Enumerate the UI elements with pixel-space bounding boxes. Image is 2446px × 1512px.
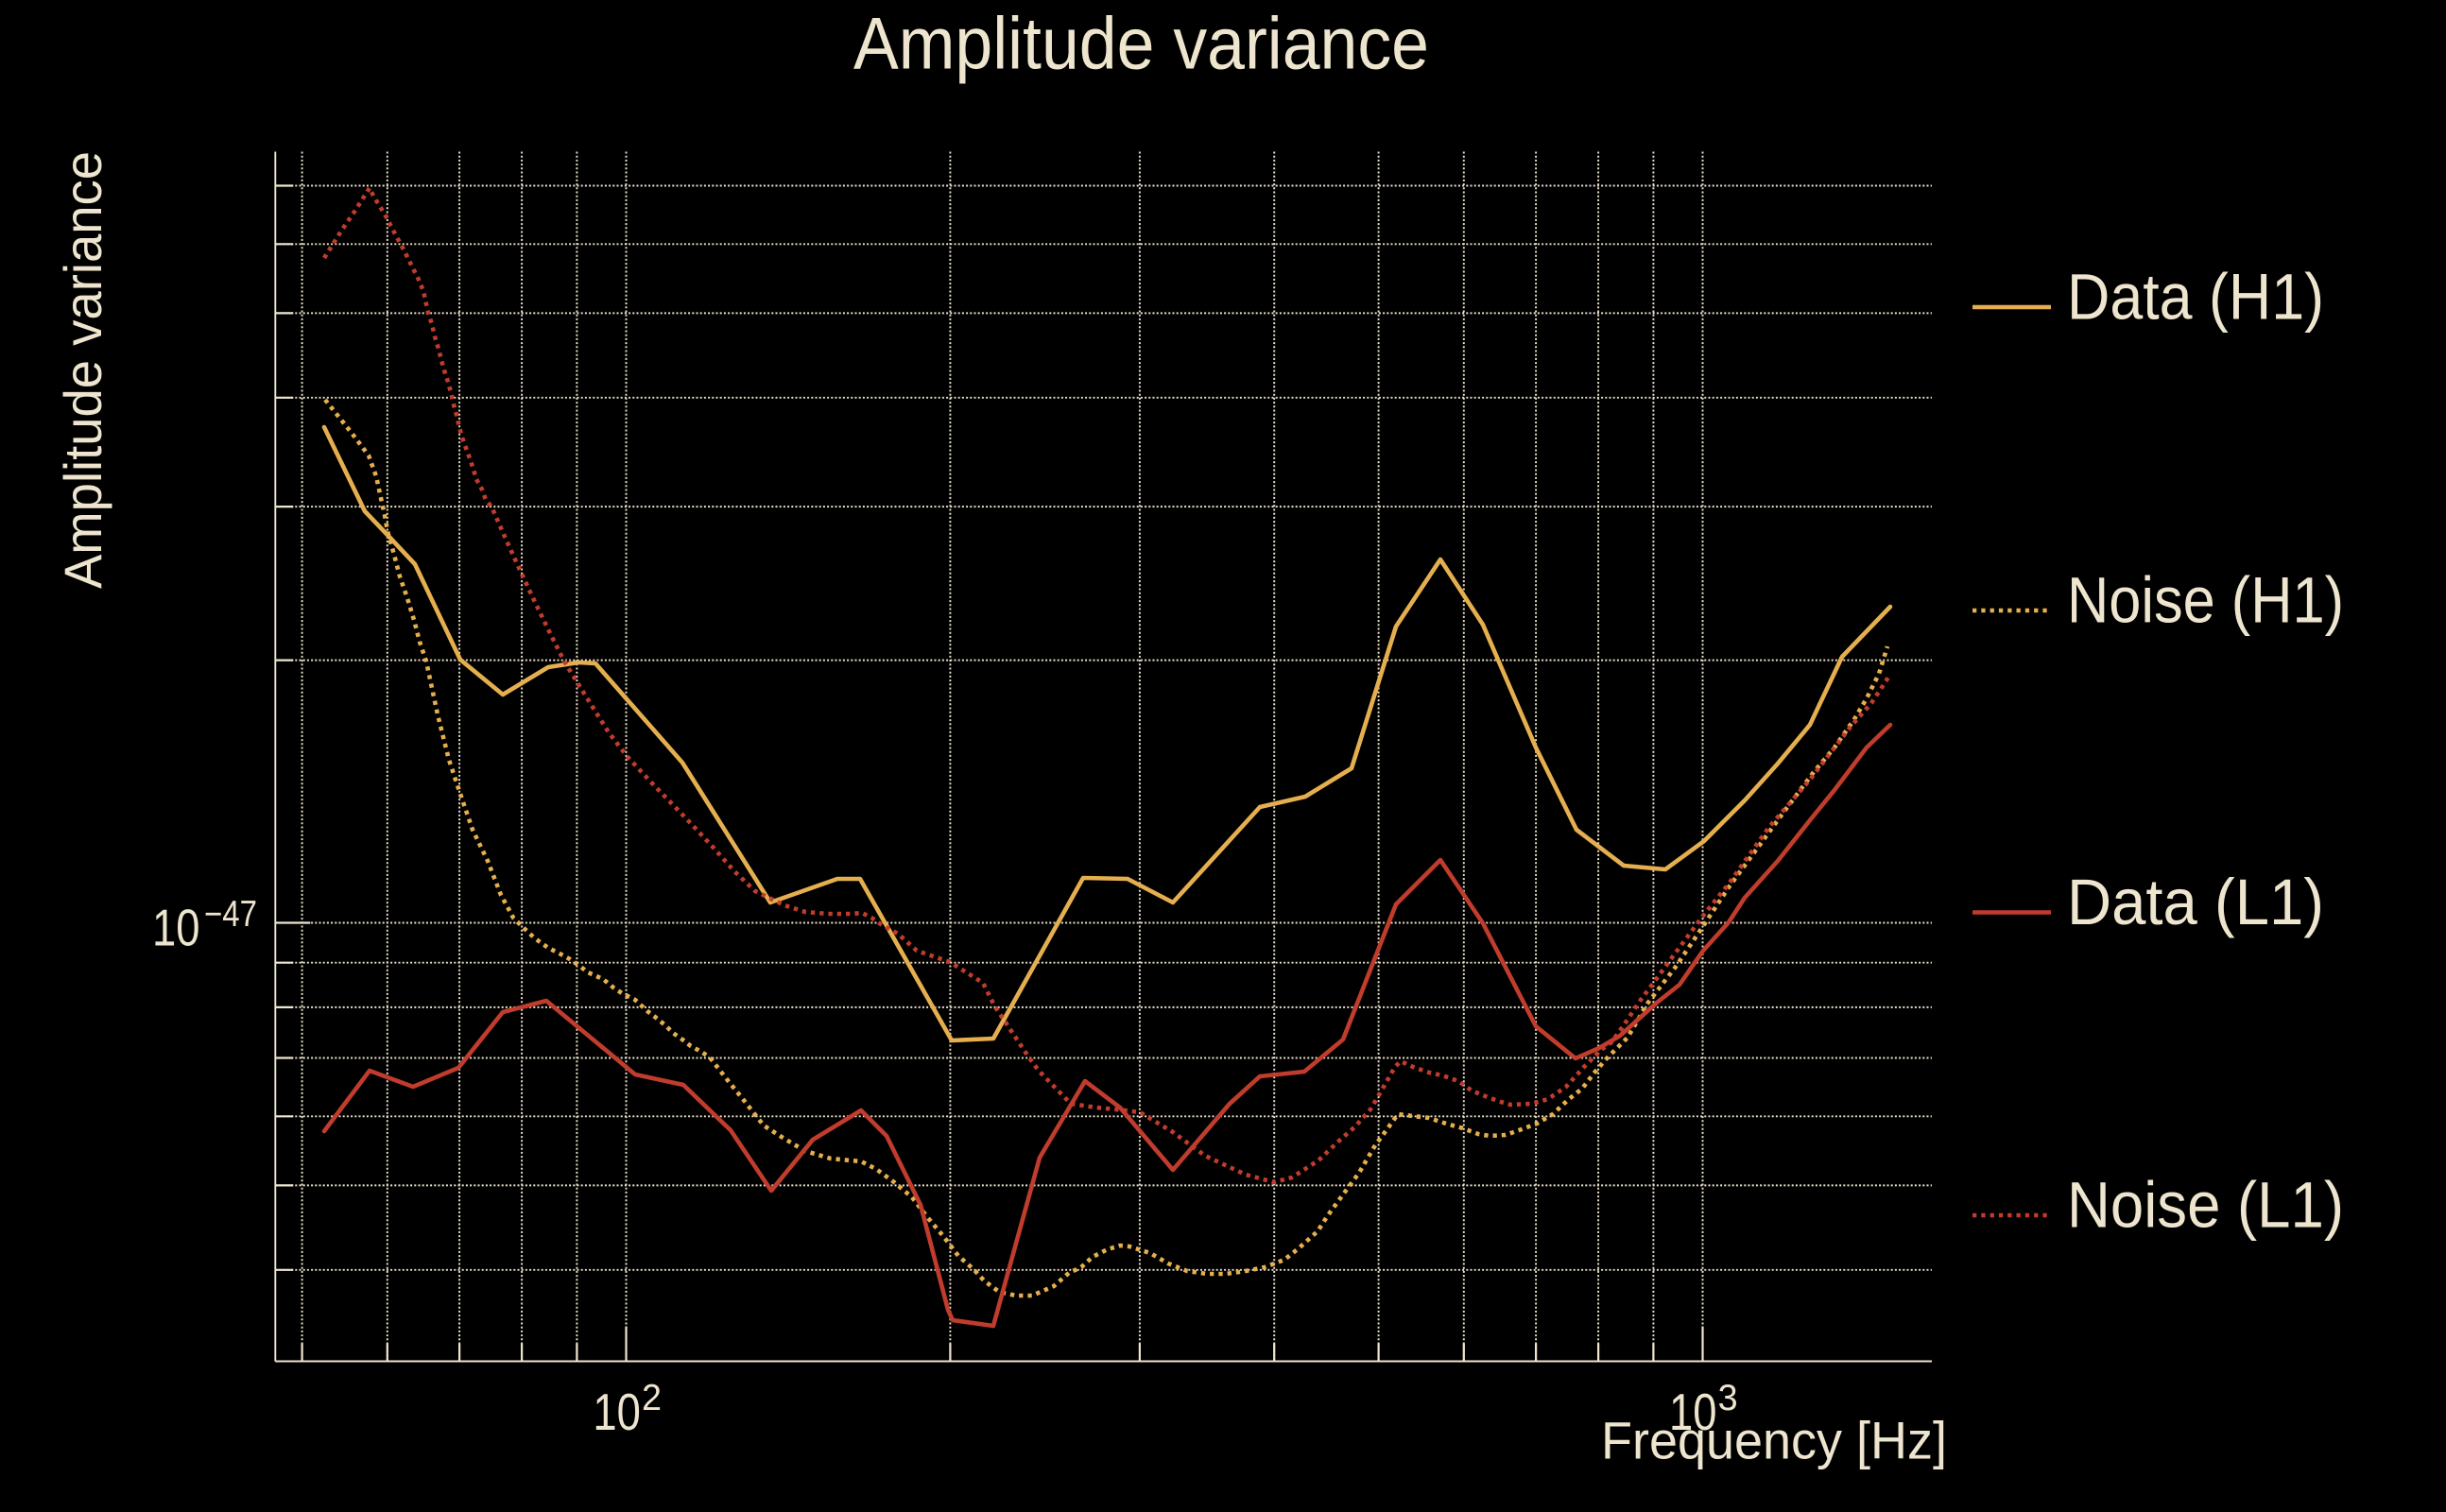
svg-text:2: 2 (642, 1378, 662, 1418)
svg-text:−47: −47 (204, 894, 257, 935)
svg-text:3: 3 (1718, 1378, 1738, 1418)
svg-text:Noise (L1): Noise (L1) (2067, 1168, 2344, 1241)
svg-text:Frequency [Hz]: Frequency [Hz] (1601, 1411, 1947, 1470)
svg-text:Noise (H1): Noise (H1) (2067, 563, 2344, 636)
svg-text:Data (L1): Data (L1) (2067, 866, 2324, 938)
svg-text:Data (H1): Data (H1) (2067, 260, 2324, 333)
svg-text:Amplitude variance: Amplitude variance (54, 151, 112, 589)
svg-text:10: 10 (1669, 1383, 1717, 1441)
svg-text:Amplitude variance: Amplitude variance (853, 2, 1429, 85)
svg-text:10: 10 (152, 899, 200, 957)
svg-text:10: 10 (593, 1383, 641, 1441)
